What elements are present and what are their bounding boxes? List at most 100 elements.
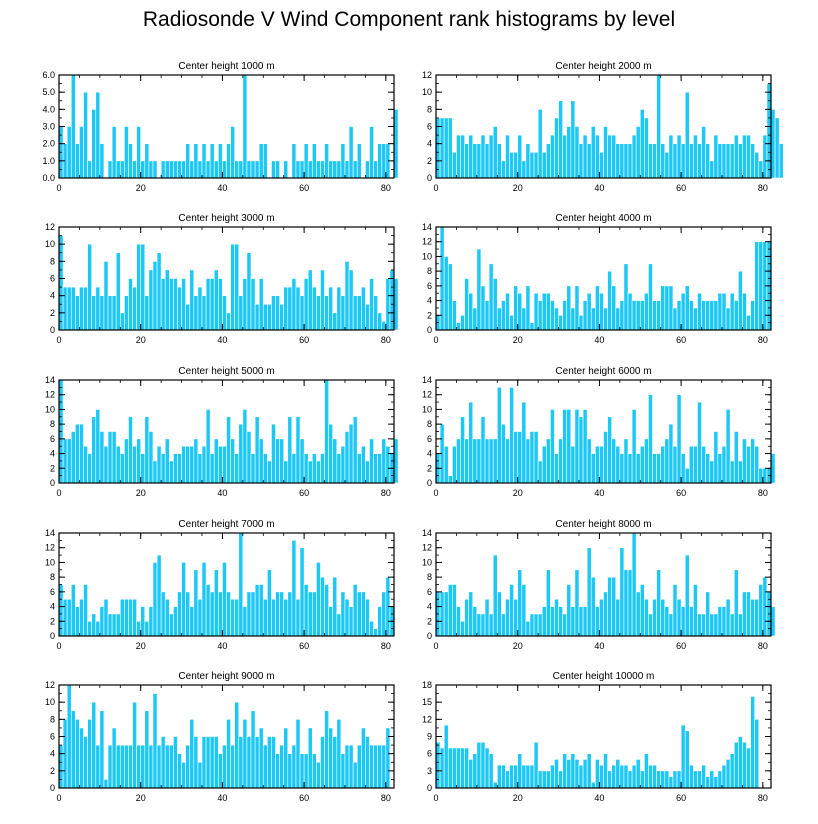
histogram-bar bbox=[537, 460, 543, 484]
histogram-bar bbox=[271, 295, 276, 331]
histogram-bar bbox=[627, 770, 633, 789]
histogram-bar bbox=[713, 613, 719, 637]
histogram-bar bbox=[709, 460, 715, 484]
histogram-bar bbox=[521, 160, 527, 179]
x-tick-label: 80 bbox=[381, 488, 391, 498]
histogram-bar bbox=[279, 303, 284, 331]
histogram-bar bbox=[222, 744, 227, 789]
histogram-bar bbox=[460, 314, 465, 331]
histogram-bar bbox=[766, 83, 772, 179]
histogram-bar bbox=[574, 569, 580, 637]
histogram-bar bbox=[464, 143, 469, 179]
histogram-bar bbox=[586, 143, 592, 179]
histogram-bar bbox=[250, 591, 256, 637]
histogram-bar bbox=[725, 598, 731, 637]
histogram-bar bbox=[173, 278, 178, 331]
histogram-bar bbox=[648, 613, 653, 637]
y-tick-label: 3.0 bbox=[42, 122, 55, 132]
histogram-bar bbox=[721, 764, 727, 789]
histogram-bar bbox=[193, 438, 199, 484]
histogram-bar bbox=[680, 724, 686, 789]
histogram-bar bbox=[75, 423, 80, 484]
histogram-bar bbox=[271, 598, 276, 637]
histogram-bar bbox=[320, 453, 325, 484]
histogram-bar bbox=[558, 314, 563, 331]
histogram-bar bbox=[509, 314, 514, 331]
histogram-bar bbox=[517, 753, 523, 789]
histogram-bar bbox=[635, 126, 641, 179]
histogram-bar bbox=[644, 117, 649, 179]
y-tick-label: 14 bbox=[45, 528, 55, 538]
histogram-bar bbox=[517, 134, 523, 179]
histogram-bar bbox=[205, 160, 211, 179]
histogram-bar bbox=[144, 416, 150, 484]
histogram-bar bbox=[299, 547, 305, 637]
histogram-bar bbox=[496, 591, 502, 637]
histogram-bar bbox=[267, 460, 272, 484]
histogram-bar bbox=[352, 416, 358, 484]
histogram-bar bbox=[595, 285, 600, 331]
histogram-bar bbox=[169, 160, 174, 179]
histogram-bar bbox=[348, 423, 354, 484]
histogram-bar bbox=[193, 143, 199, 179]
x-tick-label: 20 bbox=[136, 183, 146, 193]
histogram-bar bbox=[701, 126, 706, 179]
histogram-bar bbox=[725, 143, 731, 179]
histogram-bar bbox=[209, 143, 215, 179]
histogram-bar bbox=[381, 438, 387, 484]
histogram-bar bbox=[717, 292, 723, 331]
histogram-bar bbox=[595, 134, 600, 179]
histogram-bar bbox=[271, 736, 276, 789]
histogram-bar bbox=[652, 143, 657, 179]
histogram-bar bbox=[83, 445, 88, 484]
histogram-bar bbox=[275, 295, 280, 331]
histogram-bar bbox=[107, 431, 113, 484]
histogram-bar bbox=[562, 409, 568, 484]
histogram-bar bbox=[738, 270, 743, 331]
histogram-bar bbox=[709, 613, 715, 637]
histogram-panel: Center height 7000 m 0 20 40 60 80 0 2 4 6 8 10 12 14 bbox=[45, 519, 395, 651]
histogram-bar bbox=[778, 143, 784, 179]
histogram-bar bbox=[311, 453, 317, 484]
histogram-bar bbox=[680, 292, 686, 331]
histogram-bar bbox=[582, 759, 588, 789]
histogram-bar bbox=[320, 576, 325, 637]
y-tick-label: 4 bbox=[427, 139, 432, 149]
y-tick-label: 0 bbox=[50, 325, 55, 335]
histogram-bar bbox=[164, 160, 170, 179]
histogram-bar bbox=[713, 431, 719, 484]
x-tick-label: 20 bbox=[513, 183, 523, 193]
y-tick-label: 6.0 bbox=[42, 70, 55, 80]
y-tick-label: 2 bbox=[50, 766, 55, 776]
histogram-bar bbox=[709, 300, 715, 331]
histogram-bar bbox=[246, 160, 252, 179]
histogram-bar bbox=[91, 109, 97, 179]
histogram-bar bbox=[381, 591, 387, 637]
histogram-bar bbox=[164, 598, 170, 637]
histogram-bar bbox=[152, 460, 158, 484]
y-tick-label: 6 bbox=[427, 281, 432, 291]
histogram-bar bbox=[684, 554, 690, 637]
x-tick-label: 40 bbox=[217, 793, 227, 803]
histogram-bar bbox=[480, 285, 486, 331]
histogram-panel: Center height 1000 m 0 20 40 60 80 0.0 1.0 2.0 3.… bbox=[42, 61, 399, 193]
histogram-bar bbox=[729, 753, 735, 789]
histogram-bar bbox=[332, 312, 338, 331]
histogram-bar bbox=[152, 693, 158, 789]
histogram-bar bbox=[566, 126, 572, 179]
histogram-bar bbox=[746, 591, 751, 637]
histogram-bar bbox=[738, 736, 743, 789]
histogram-bar bbox=[209, 278, 215, 331]
histogram-bar bbox=[562, 300, 568, 331]
histogram-bar bbox=[254, 416, 260, 484]
histogram-bar bbox=[283, 727, 289, 789]
histogram-bar bbox=[627, 292, 633, 331]
histogram-bar bbox=[291, 453, 297, 484]
histogram-bar bbox=[603, 126, 608, 179]
histogram-bar bbox=[546, 292, 551, 331]
x-tick-label: 60 bbox=[676, 335, 686, 345]
histogram-bar bbox=[611, 134, 617, 179]
histogram-bar bbox=[140, 744, 146, 789]
x-tick-label: 0 bbox=[433, 641, 438, 651]
histogram-bar bbox=[381, 321, 387, 331]
